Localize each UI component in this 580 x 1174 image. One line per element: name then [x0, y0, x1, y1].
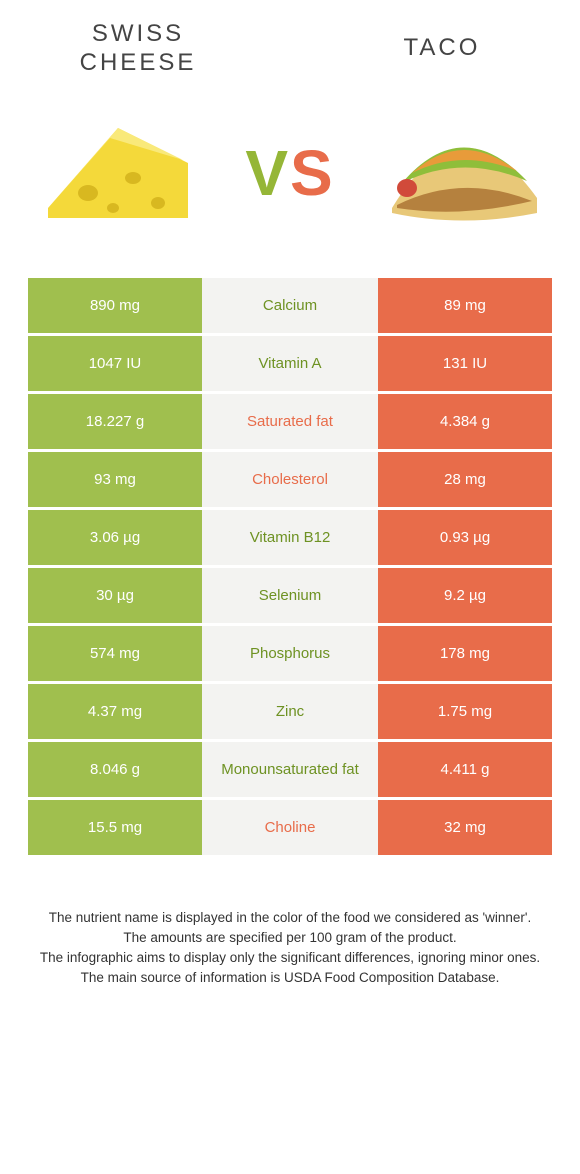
footer-line-4: The main source of information is USDA F… [38, 968, 542, 988]
vs-label: VS [245, 136, 334, 210]
left-value: 30 µg [28, 568, 202, 623]
nutrient-name: Zinc [202, 684, 378, 739]
nutrient-name: Monounsaturated fat [202, 742, 378, 797]
left-value: 93 mg [28, 452, 202, 507]
right-value: 4.411 g [378, 742, 552, 797]
nutrient-row: 1047 IUVitamin A131 IU [28, 336, 552, 394]
right-value: 131 IU [378, 336, 552, 391]
left-value: 3.06 µg [28, 510, 202, 565]
nutrient-name: Calcium [202, 278, 378, 333]
right-value: 1.75 mg [378, 684, 552, 739]
right-value: 28 mg [378, 452, 552, 507]
right-food-title: TACO [342, 34, 542, 63]
left-value: 8.046 g [28, 742, 202, 797]
right-value: 4.384 g [378, 394, 552, 449]
nutrient-row: 30 µgSelenium9.2 µg [28, 568, 552, 626]
vs-v: V [245, 137, 290, 209]
header: SWISS CHEESE TACO [28, 20, 552, 88]
nutrient-row: 3.06 µgVitamin B120.93 µg [28, 510, 552, 568]
footer-line-3: The infographic aims to display only the… [38, 948, 542, 968]
images-row: VS [28, 88, 552, 278]
nutrient-name: Saturated fat [202, 394, 378, 449]
left-value: 574 mg [28, 626, 202, 681]
nutrient-name: Phosphorus [202, 626, 378, 681]
taco-icon [377, 113, 547, 233]
nutrient-row: 574 mgPhosphorus178 mg [28, 626, 552, 684]
footer-line-2: The amounts are specified per 100 gram o… [38, 928, 542, 948]
right-value: 178 mg [378, 626, 552, 681]
left-food-title: SWISS CHEESE [38, 20, 238, 78]
cheese-image [28, 98, 208, 248]
nutrient-name: Vitamin A [202, 336, 378, 391]
left-value: 15.5 mg [28, 800, 202, 855]
nutrient-table: 890 mgCalcium89 mg1047 IUVitamin A131 IU… [28, 278, 552, 858]
nutrient-name: Choline [202, 800, 378, 855]
nutrient-name: Vitamin B12 [202, 510, 378, 565]
nutrient-row: 890 mgCalcium89 mg [28, 278, 552, 336]
nutrient-row: 8.046 gMonounsaturated fat4.411 g [28, 742, 552, 800]
nutrient-name: Selenium [202, 568, 378, 623]
left-value: 890 mg [28, 278, 202, 333]
nutrient-row: 15.5 mgCholine32 mg [28, 800, 552, 858]
right-value: 32 mg [378, 800, 552, 855]
nutrient-name: Cholesterol [202, 452, 378, 507]
left-value: 18.227 g [28, 394, 202, 449]
nutrient-row: 93 mgCholesterol28 mg [28, 452, 552, 510]
footer-notes: The nutrient name is displayed in the co… [28, 858, 552, 989]
vs-s: S [290, 137, 335, 209]
cheese-icon [38, 108, 198, 238]
nutrient-row: 4.37 mgZinc1.75 mg [28, 684, 552, 742]
left-value: 4.37 mg [28, 684, 202, 739]
taco-image [372, 98, 552, 248]
footer-line-1: The nutrient name is displayed in the co… [38, 908, 542, 928]
right-value: 89 mg [378, 278, 552, 333]
right-value: 0.93 µg [378, 510, 552, 565]
nutrient-row: 18.227 gSaturated fat4.384 g [28, 394, 552, 452]
left-value: 1047 IU [28, 336, 202, 391]
right-value: 9.2 µg [378, 568, 552, 623]
